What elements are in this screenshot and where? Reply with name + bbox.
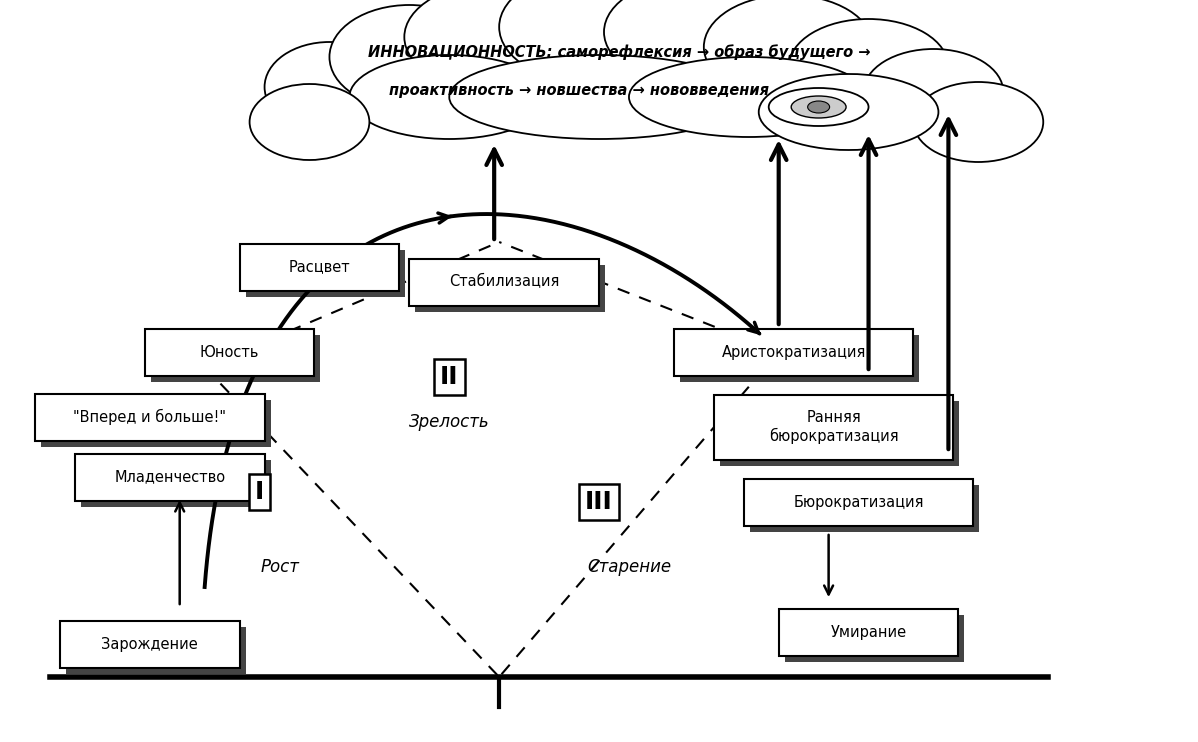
FancyBboxPatch shape [74, 453, 265, 501]
Text: Расцвет: Расцвет [289, 260, 350, 275]
Text: Аристократизация: Аристократизация [721, 344, 866, 360]
Ellipse shape [350, 55, 549, 139]
Ellipse shape [864, 49, 1004, 135]
FancyBboxPatch shape [240, 243, 399, 291]
Text: Старение: Старение [587, 558, 671, 576]
Ellipse shape [249, 84, 369, 160]
FancyBboxPatch shape [41, 399, 271, 447]
Ellipse shape [914, 82, 1043, 162]
FancyBboxPatch shape [151, 335, 320, 381]
Ellipse shape [703, 0, 873, 99]
FancyBboxPatch shape [145, 329, 314, 375]
Ellipse shape [769, 88, 869, 126]
FancyBboxPatch shape [744, 479, 973, 525]
FancyBboxPatch shape [66, 626, 246, 674]
FancyBboxPatch shape [679, 335, 920, 381]
Text: Младенчество: Младенчество [114, 470, 225, 485]
FancyBboxPatch shape [714, 395, 954, 459]
Text: ИННОВАЦИОННОСТЬ: саморефлексия → образ будущего →: ИННОВАЦИОННОСТЬ: саморефлексия → образ б… [368, 44, 870, 60]
FancyBboxPatch shape [785, 614, 964, 662]
FancyBboxPatch shape [416, 264, 605, 312]
Ellipse shape [791, 96, 846, 118]
Text: проактивность → новшества → нововведения: проактивность → новшества → нововведения [389, 82, 769, 97]
Text: Зарождение: Зарождение [102, 637, 198, 651]
Text: II: II [440, 365, 459, 389]
Ellipse shape [788, 19, 949, 115]
Ellipse shape [500, 0, 698, 85]
Text: Рост: Рост [260, 558, 300, 576]
Ellipse shape [265, 42, 394, 132]
FancyBboxPatch shape [246, 249, 405, 297]
Ellipse shape [449, 55, 749, 139]
Text: Ранняя
бюрократизация: Ранняя бюрократизация [769, 410, 898, 444]
Text: Зрелость: Зрелость [409, 413, 490, 431]
Text: I: I [255, 480, 265, 504]
Text: "Вперед и больше!": "Вперед и больше!" [73, 409, 226, 425]
Text: III: III [585, 490, 613, 514]
Ellipse shape [329, 5, 489, 109]
FancyBboxPatch shape [35, 393, 265, 441]
FancyBboxPatch shape [410, 258, 599, 306]
Ellipse shape [807, 101, 829, 113]
Ellipse shape [604, 0, 793, 87]
FancyBboxPatch shape [81, 459, 271, 507]
Ellipse shape [758, 74, 938, 150]
FancyBboxPatch shape [60, 620, 240, 668]
Text: Стабилизация: Стабилизация [449, 275, 559, 289]
Text: Юность: Юность [200, 344, 259, 360]
Text: Умирание: Умирание [830, 625, 907, 640]
FancyBboxPatch shape [750, 485, 979, 531]
Ellipse shape [629, 57, 869, 137]
Text: Бюрократизация: Бюрократизация [793, 494, 924, 510]
FancyBboxPatch shape [779, 608, 958, 655]
Ellipse shape [405, 0, 594, 92]
FancyBboxPatch shape [673, 329, 914, 375]
FancyBboxPatch shape [720, 401, 960, 465]
